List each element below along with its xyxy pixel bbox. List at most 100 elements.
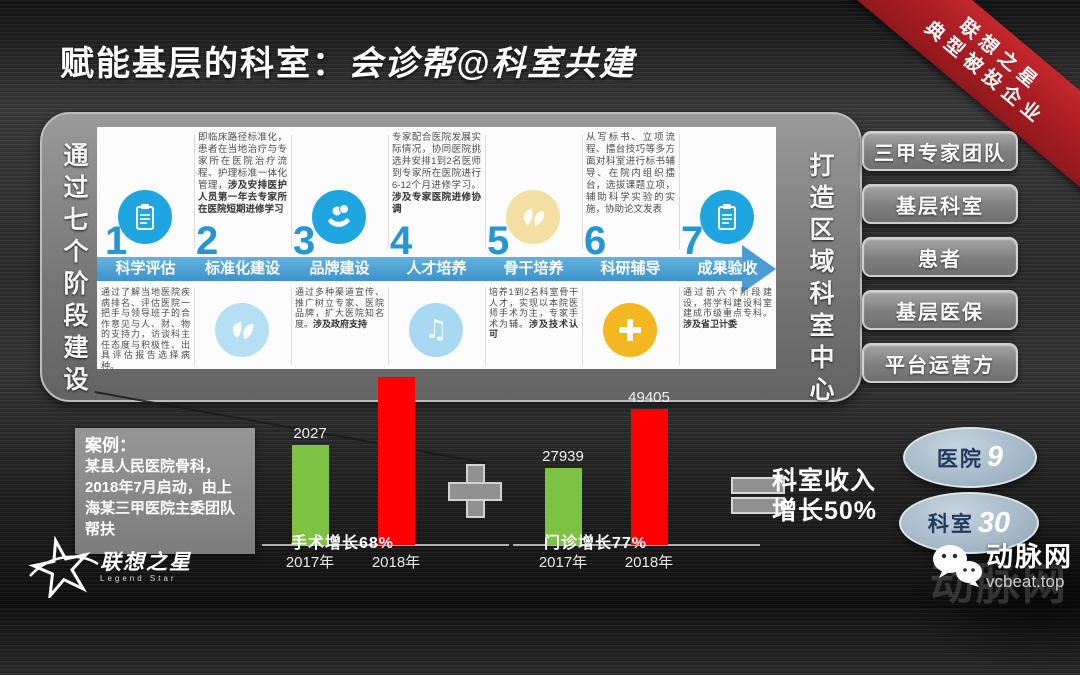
process-panel: 1 2 3 4 5 6 7 科学评估 标准化建设 品牌建设 人才培养 骨干培养 … [97, 127, 776, 371]
column-divider [194, 135, 195, 249]
stage-description-text: 通过多种渠道宣传、推广树立专家、医院品牌，扩大医院知名度。 [295, 287, 384, 329]
stage-description-bold: 涉及专家医院进修协调 [392, 192, 481, 215]
column-divider [582, 135, 583, 249]
stage-number: 7 [681, 219, 704, 263]
stage-number: 4 [390, 219, 413, 263]
column-divider [485, 135, 486, 249]
bar-value-label: 49405 [628, 389, 670, 406]
column-divider [582, 287, 583, 365]
stage-description-bold: 涉及安排医护人员第一年去专家所在医院短期进修学习 [198, 180, 287, 215]
chart1-bar-2018 [356, 374, 436, 545]
chart1-year-2018: 2018年 [371, 554, 421, 571]
column-divider [679, 287, 680, 365]
oval-value: 9 [986, 441, 1004, 473]
stage-description-text: 即临床路径标准化，患者在当地治疗与专家所在医院治疗流程、护理标准一体化管理， [198, 132, 287, 191]
star-icon [28, 536, 99, 598]
stage-description: 即临床路径标准化，患者在当地治疗与专家所在医院治疗流程、护理标准一体化管理，涉及… [198, 132, 287, 216]
stage-description: 通过前六个阶段建设，将学科建设科室建成市级重点专科。涉及省卫计委 [683, 287, 772, 329]
side-button-insurance[interactable]: 基层医保 [862, 290, 1018, 330]
department-count-oval: 科室 30 [899, 492, 1039, 554]
column-divider [291, 287, 292, 365]
page-title-prefix: 赋能基层的科室： [60, 45, 348, 83]
case-box: 案例： 某县人民医院骨科，2018年7月启动，由上海某三甲医院主委团队帮扶 [75, 428, 255, 554]
plus-icon [603, 303, 657, 357]
column-divider [679, 135, 680, 249]
bar-value-label: 2027 [293, 425, 327, 442]
watermark-name: 动脉网 [986, 542, 1073, 572]
plus-operator-icon [452, 486, 495, 494]
chart2-bar-2017: 27939 [523, 448, 603, 545]
logo-en-text: Legend Star [100, 573, 177, 583]
equals-operator-icon [731, 497, 785, 514]
timeline-arrowhead-icon [742, 245, 776, 293]
stage-description: 专家配合医院发展实际情况，协同医院挑选并安排1到2名医师到专家所在医院进行6-1… [392, 132, 481, 216]
page-title-emphasis: 会诊帮@科室共建 [348, 45, 636, 83]
bar-2018 [630, 409, 668, 545]
side-button-operator[interactable]: 平台运营方 [862, 343, 1018, 383]
stage-description-text: 通过前六个阶段建设，将学科建设科室建成市级重点专科。 [683, 287, 772, 318]
stage-description: 从写标书、立项流程、擂台技巧等多方面对科室进行标书辅导、在院内组织擂台，选拔课题… [586, 132, 675, 216]
oval-label: 医院 [936, 447, 983, 471]
stage-description: 通过了解当地医院疾病排名、评估医院一把手与领导班子的合作意见与人、财、物的支持力… [101, 287, 190, 371]
oval-label: 科室 [927, 513, 974, 536]
chart1-bar-2017: 2027 [270, 425, 350, 545]
side-button-patients[interactable]: 患者 [862, 237, 1018, 277]
bar-2017 [544, 468, 582, 545]
watermark-url: vcbeat.top [986, 572, 1065, 591]
case-box-body: 某县人民医院骨科，2018年7月启动，由上海某三甲医院主委团队帮扶 [85, 458, 236, 538]
chart1-axis [262, 544, 509, 546]
stage-number: 2 [196, 219, 219, 263]
vcbeat-watermark: 动脉网 vcbeat.top [928, 542, 1073, 592]
chart1-year-2017: 2017年 [285, 554, 335, 571]
page-title: 赋能基层的科室：会诊帮@科室共建 [60, 36, 635, 85]
stage-description-text: 从写标书、立项流程、擂台技巧等多方面对科室进行标书辅导、在院内组织擂台，选拔课题… [586, 132, 675, 215]
chart2-bar-2018: 49405 [609, 389, 689, 545]
oval-value: 30 [977, 506, 1011, 539]
stage-description-text: 通过了解当地医院疾病排名、评估医院一把手与领导班子的合作意见与人、财、物的支持力… [101, 287, 190, 371]
result-line1: 科室收入 [772, 467, 877, 495]
clipboard-icon [118, 190, 172, 244]
stage-number: 3 [293, 219, 316, 263]
stage-label: 科研辅导 [600, 260, 661, 277]
result-text: 科室收入 增长50% [772, 466, 877, 526]
chart2-axis [513, 544, 760, 546]
chart2-growth-label: 门诊增长77% [544, 535, 648, 552]
column-divider [194, 287, 195, 365]
leaf-icon [215, 303, 269, 357]
timeline-banner [97, 257, 742, 281]
side-button-dept[interactable]: 基层科室 [862, 184, 1018, 224]
bar-value-label: 27939 [542, 448, 584, 465]
stage-label: 科学评估 [115, 260, 176, 277]
stage-label: 标准化建设 [204, 260, 280, 277]
coins-hand-icon [312, 190, 366, 244]
stage-number: 5 [487, 219, 510, 263]
column-divider [388, 135, 389, 249]
left-vertical-banner: 通过七个阶段建设 [60, 142, 88, 398]
leaves-icon [506, 190, 560, 244]
stage-description: 通过多种渠道宣传、推广树立专家、医院品牌，扩大医院知名度。涉及政府支持 [295, 287, 384, 329]
stage-description-text: 专家配合医院发展实际情况，协同医院挑选并安排1到2名医师到专家所在医院进行6-1… [392, 132, 481, 191]
stage-description: 培养1到2名科室骨干人才，实现以本院医师手术为主，专家手术为辅。涉及技术认可 [489, 287, 578, 340]
music-note-icon: ♫ [409, 303, 463, 357]
equals-operator-icon [731, 477, 785, 494]
stage-label: 品牌建设 [309, 260, 370, 277]
clipboard-icon [700, 190, 754, 244]
stage-number: 1 [105, 219, 128, 263]
stage-label: 成果验收 [697, 260, 758, 277]
stage-label: 骨干培养 [503, 260, 564, 277]
corner-ribbon: 联想之星 典型被投企业 [830, 0, 1080, 210]
hospital-count-oval: 医院 9 [903, 427, 1037, 488]
chart2-year-2018: 2018年 [624, 554, 674, 571]
right-vertical-banner: 打造区域科室中心 [806, 152, 834, 408]
chart1-growth-label: 手术增长68% [291, 535, 395, 552]
result-line2: 增长50% [772, 497, 878, 525]
stage-description-bold: 涉及省卫计委 [683, 318, 738, 329]
bar-2018 [377, 377, 415, 545]
side-button-experts[interactable]: 三甲专家团队 [862, 131, 1018, 171]
stage-description-bold: 涉及政府支持 [313, 318, 368, 329]
wechat-icon [933, 545, 982, 587]
chart2-year-2017: 2017年 [538, 554, 588, 571]
stage-description-text: 培养1到2名科室骨干人才，实现以本院医师手术为主，专家手术为辅。 [489, 287, 578, 329]
stage-number: 6 [584, 219, 607, 263]
column-divider [485, 287, 486, 365]
